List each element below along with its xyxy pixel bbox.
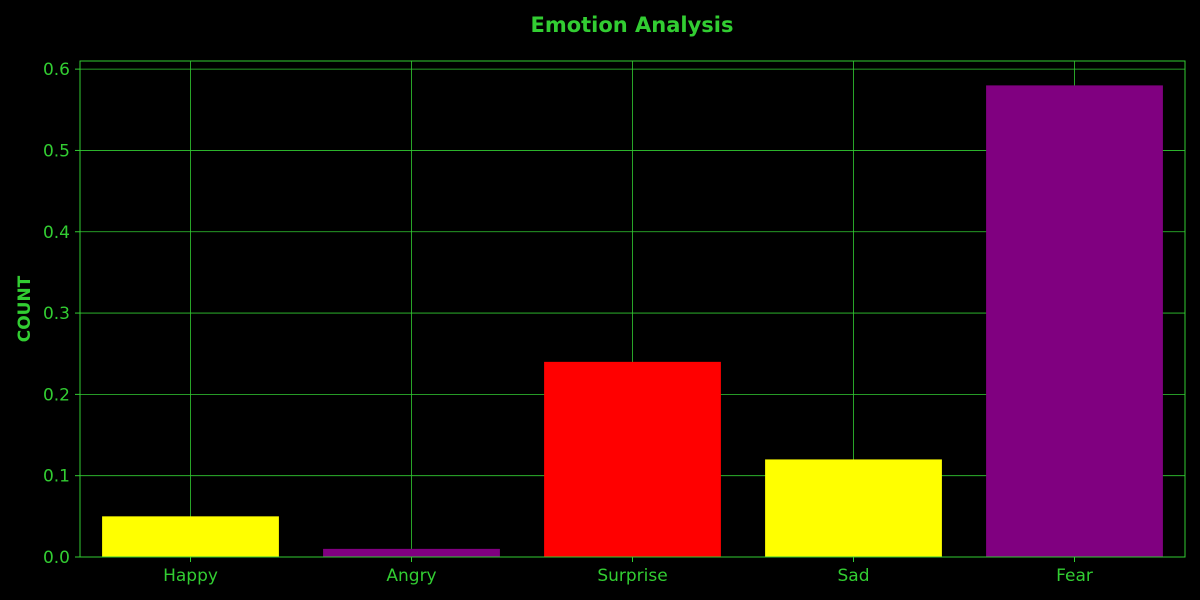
bar-angry (323, 548, 500, 557)
x-tick-label: Surprise (597, 566, 667, 586)
bar-surprise (544, 361, 721, 557)
y-tick-label: 0.3 (43, 304, 70, 324)
y-tick-label: 0.0 (43, 548, 70, 568)
bars (102, 85, 1163, 558)
y-tick-label: 0.6 (43, 60, 70, 80)
x-tick-labels: Happy Angry Surprise Sad Fear (163, 557, 1093, 586)
y-tick-label: 0.5 (43, 141, 70, 161)
x-tick-label: Fear (1056, 566, 1093, 586)
x-tick-label: Sad (838, 566, 870, 586)
y-tick-labels: 0.0 0.1 0.2 0.3 0.4 0.5 0.6 (43, 60, 80, 568)
bar-happy (102, 516, 279, 557)
bar-fear (986, 85, 1163, 558)
y-tick-label: 0.1 (43, 467, 70, 487)
bar-sad (765, 459, 942, 557)
chart-title: Emotion Analysis (530, 13, 733, 37)
y-tick-label: 0.2 (43, 385, 70, 405)
y-axis-label: COUNT (15, 275, 35, 342)
x-tick-label: Happy (163, 566, 218, 586)
y-tick-label: 0.4 (43, 223, 70, 243)
x-tick-label: Angry (386, 566, 436, 586)
